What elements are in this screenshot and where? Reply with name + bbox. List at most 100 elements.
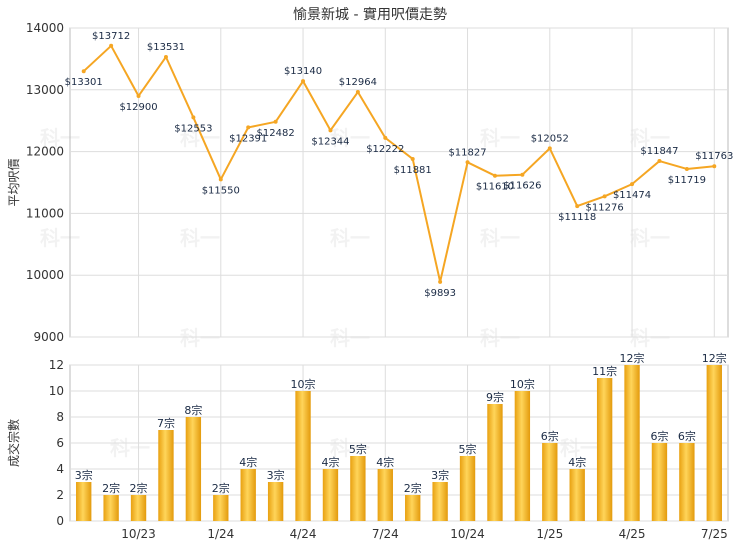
volume-data-label: 4宗: [568, 455, 586, 469]
volume-bar: [295, 391, 311, 521]
price-data-label: $12964: [339, 77, 377, 88]
price-data-label: $11827: [448, 147, 486, 158]
watermark-text: 科一: [40, 226, 80, 250]
volume-data-label: 5宗: [459, 442, 477, 456]
text-layer: 9000 10000 11000 12000 13000 14000 0 2 4 6 8 10 12 平均…: [6, 21, 733, 541]
price-point: [547, 146, 552, 151]
price-y-tick-label: 13000: [26, 83, 64, 97]
volume-bar: [350, 456, 366, 521]
watermark-text: 科一: [630, 326, 670, 350]
volume-bar: [185, 417, 202, 521]
price-y-axis-label: 平均呎價: [7, 158, 21, 206]
volume-bar: [240, 469, 256, 521]
x-tick-label: 4/24: [290, 527, 317, 541]
price-data-label: $11719: [668, 175, 706, 186]
price-point: [109, 43, 114, 48]
volume-data-label: 3宗: [75, 468, 93, 482]
volume-bar: [103, 495, 119, 521]
price-point: [492, 173, 497, 178]
volume-bar: [542, 443, 558, 521]
watermark-text: 科一: [110, 436, 150, 460]
price-point: [301, 79, 306, 84]
price-series-line: [83, 44, 715, 283]
price-point: [465, 160, 470, 165]
x-tick-label: 10/24: [450, 527, 485, 541]
watermark-text: 科一: [480, 226, 520, 250]
watermark-text: 科一: [40, 126, 80, 150]
volume-bar: [377, 469, 393, 521]
price-point: [355, 90, 360, 95]
price-data-label: $11474: [613, 190, 651, 201]
volume-data-label: 2宗: [102, 481, 120, 495]
volume-bar: [679, 443, 695, 521]
price-data-label: $13531: [147, 42, 185, 53]
price-data-label: $11881: [394, 165, 432, 176]
price-point: [575, 204, 580, 209]
volume-y-axis-label: 成交宗數: [6, 419, 21, 467]
price-point: [273, 119, 278, 124]
price-data-label: $13712: [92, 31, 130, 42]
price-point: [191, 115, 196, 120]
watermark-text: 科一: [330, 126, 370, 150]
price-point: [136, 93, 141, 98]
price-point: [602, 194, 607, 199]
volume-data-label: 11宗: [592, 364, 617, 378]
price-data-label: $11550: [202, 185, 240, 196]
price-y-tick-label: 14000: [26, 21, 64, 35]
volume-bar: [514, 391, 531, 521]
price-plot-frame: [69, 27, 729, 338]
price-data-label: $12344: [311, 136, 349, 147]
price-data-label: $12482: [257, 128, 295, 139]
price-point: [81, 69, 86, 74]
volume-y-tick-label: 4: [56, 462, 64, 476]
watermark-text: 科一: [330, 226, 370, 250]
price-point: [246, 125, 251, 130]
x-tick-label: 1/24: [207, 527, 234, 541]
volume-bar: [706, 365, 722, 521]
price-y-tick-label: 10000: [26, 268, 64, 282]
volume-bar: [459, 456, 476, 521]
price-data-label: $11763: [695, 151, 733, 162]
volume-y-tick-label: 2: [56, 488, 64, 502]
volume-data-label: 2宗: [212, 481, 230, 495]
volume-bar: [596, 378, 613, 521]
watermark-text: 科一: [560, 436, 600, 460]
volume-data-label: 6宗: [650, 429, 668, 443]
volume-data-label: 4宗: [376, 455, 394, 469]
volume-data-label: 6宗: [678, 429, 696, 443]
volume-data-label: 4宗: [239, 455, 257, 469]
volume-data-label: 7宗: [157, 416, 175, 430]
price-data-label: $12222: [366, 144, 404, 155]
price-point: [438, 279, 443, 284]
price-data-label: $13301: [65, 77, 103, 88]
volume-bar: [267, 482, 284, 521]
chart-title: 愉景新城 - 實用呎價走勢: [293, 7, 447, 23]
price-data-label: $11276: [586, 202, 624, 213]
price-data-label: $11610: [476, 182, 514, 193]
x-tick-label: 7/24: [372, 527, 399, 541]
price-y-tick-label: 9000: [33, 330, 64, 344]
watermark-text: 科一: [330, 326, 370, 350]
price-point: [630, 182, 635, 187]
volume-bar: [651, 443, 668, 521]
price-data-label: $11847: [640, 146, 678, 157]
marks-layer: [76, 43, 722, 521]
watermark-text: 科一: [180, 226, 220, 250]
volume-data-label: 5宗: [349, 442, 367, 456]
watermark-text: 科一: [480, 126, 520, 150]
volume-bar: [569, 469, 585, 521]
volume-bar: [487, 404, 503, 521]
price-data-label: $12391: [229, 133, 267, 144]
volume-data-label: 10宗: [291, 377, 316, 391]
volume-y-tick-label: 10: [49, 384, 64, 398]
volume-bar: [130, 495, 147, 521]
x-tick-label: 7/25: [701, 527, 728, 541]
price-point: [684, 166, 689, 171]
price-data-label: $12900: [119, 102, 157, 113]
volume-data-label: 4宗: [321, 455, 339, 469]
price-data-label: $11626: [503, 181, 541, 192]
x-tick-label: 1/25: [536, 527, 563, 541]
watermark-text: 科一: [630, 226, 670, 250]
